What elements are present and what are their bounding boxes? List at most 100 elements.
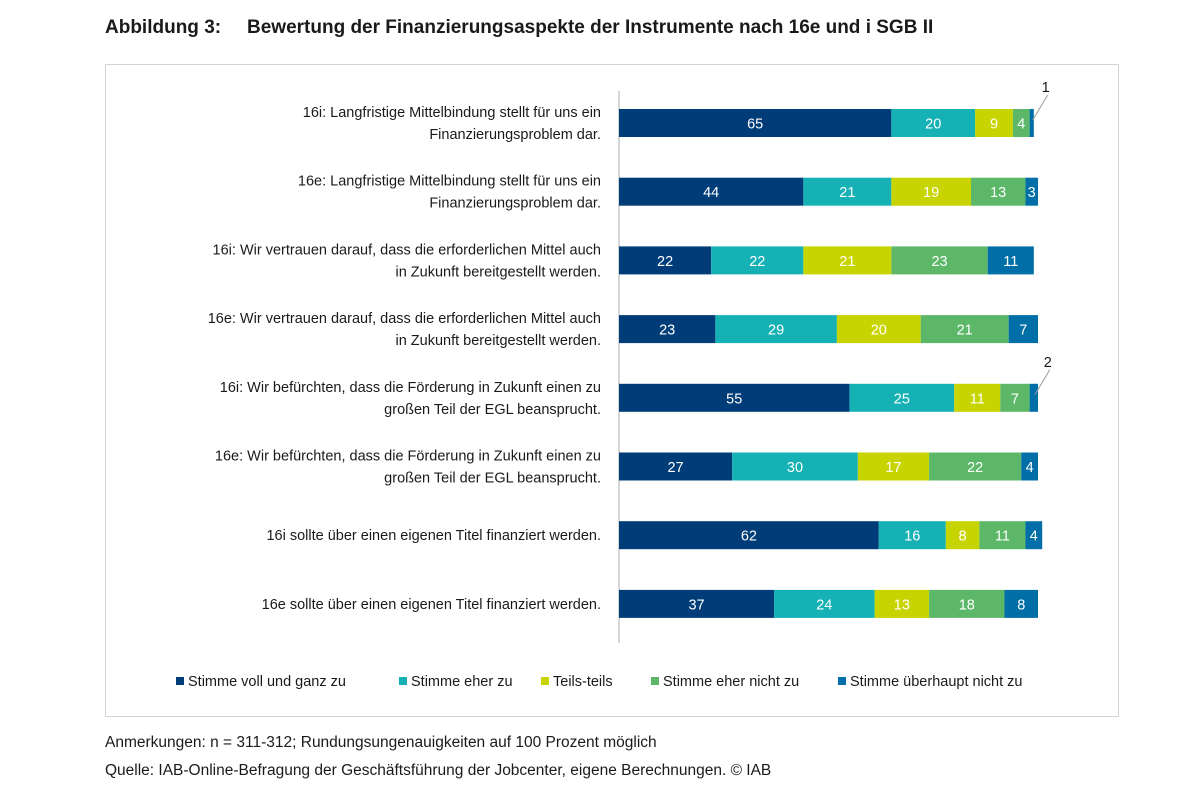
bar-segment [920,315,1009,344]
bar-segment [929,589,1005,618]
legend-swatch [176,677,184,685]
data-label: 22 [657,254,673,270]
category-label: in Zukunft bereitgestellt werden. [395,264,601,280]
legend-label: Stimme eher nicht zu [663,674,799,690]
bar-segment [836,315,921,344]
data-label: 7 [1019,323,1027,339]
bar-segment [1012,109,1030,137]
bar-segment [803,246,892,275]
chart-source: Quelle: IAB-Online-Befragung der Geschäf… [105,762,772,779]
data-label: 27 [667,460,683,476]
data-label: 8 [1017,597,1025,613]
bar-segment [619,452,733,481]
data-label: 30 [787,460,803,476]
bar-segment [619,246,712,275]
data-label: 37 [688,597,704,613]
bar-segment [891,109,976,137]
data-label: 4 [1017,117,1025,133]
data-label: 55 [726,391,742,407]
category-label: 16i: Wir vertrauen darauf, dass die erfo… [213,242,601,258]
bar-segment [1029,109,1034,137]
data-label: 21 [839,254,855,270]
data-label: 24 [816,597,832,613]
bar-segment [975,109,1013,137]
bar-segment [1025,521,1043,550]
chart-frame: 16i: Langfristige Mittelbindung stellt f… [105,64,1119,717]
bar-segment [619,521,879,550]
category-label: Finanzierungsproblem dar. [429,196,601,212]
category-label: in Zukunft bereitgestellt werden. [395,333,601,349]
bar-segment [1025,177,1038,206]
bar-segment [619,109,892,137]
data-label: 7 [1011,391,1019,407]
legend-label: Teils-teils [553,674,613,690]
data-label: 22 [967,460,983,476]
bar-segment [1021,452,1038,481]
bar-segment [849,383,955,412]
bar-segment [945,521,980,550]
legend-swatch [651,677,659,685]
bar-segment [1008,315,1038,344]
figure-title: Abbildung 3: Bewertung der Finanzierungsa… [105,17,933,39]
category-label: großen Teil der EGL beansprucht. [384,471,601,487]
stacked-bar-chart: 16i: Langfristige Mittelbindung stellt f… [176,80,1052,690]
bar-segment [1029,383,1038,412]
data-label: 29 [768,323,784,339]
category-label: großen Teil der EGL beansprucht. [384,402,601,418]
category-label: 16e: Wir vertrauen darauf, dass die erfo… [208,311,601,327]
bar-segment [619,383,850,412]
category-label: 16e sollte über einen eigenen Titel fina… [262,597,601,613]
data-label: 4 [1026,460,1034,476]
bar-segment [874,589,930,618]
data-label: 22 [749,254,765,270]
bar-segment [878,521,946,550]
bar-segment [711,246,804,275]
data-label: 23 [659,323,675,339]
data-label: 23 [931,254,947,270]
data-label: 11 [995,529,1010,545]
legend-swatch [838,677,846,685]
bar-segment [715,315,837,344]
figure-title-text: Bewertung der Finanzierungsaspekte der I… [247,17,934,38]
callout-leader-line [1034,369,1051,396]
data-label: 13 [990,185,1006,201]
bar-segment [857,452,930,481]
callout-leader-line [1032,94,1049,121]
data-label: 20 [925,117,941,133]
chart-note: Anmerkungen: n = 311-312; Rundungsungena… [105,734,657,751]
legend-swatch [399,677,407,685]
legend-label: Stimme eher zu [411,674,513,690]
callout-label: 2 [1044,355,1052,371]
data-label: 4 [1030,529,1038,545]
bar-segment [929,452,1022,481]
category-label: 16i: Wir befürchten, dass die Förderung … [220,380,601,396]
bar-segment [619,177,804,206]
category-label: 16i: Langfristige Mittelbindung stellt f… [303,105,601,121]
bar-segment [891,177,971,206]
data-label: 16 [904,529,920,545]
data-label: 18 [959,597,975,613]
data-label: 9 [990,117,998,133]
data-label: 44 [703,185,719,201]
bar-segment [979,521,1026,550]
bar-segment [803,177,892,206]
bar-segment [774,589,875,618]
data-label: 11 [1003,254,1018,270]
data-label: 25 [894,391,910,407]
data-label: 20 [871,323,887,339]
data-label: 21 [957,323,973,339]
bar-segment [1000,383,1030,412]
bar-segment [732,452,858,481]
data-label: 17 [885,460,901,476]
data-label: 8 [959,529,967,545]
data-label: 11 [970,391,985,407]
legend-swatch [541,677,549,685]
category-label: 16i sollte über einen eigenen Titel fina… [266,528,601,544]
legend-label: Stimme überhaupt nicht zu [850,674,1022,690]
category-label: 16e: Wir befürchten, dass die Förderung … [215,449,601,465]
legend-label: Stimme voll und ganz zu [188,674,346,690]
data-label: 13 [894,597,910,613]
category-label: 16e: Langfristige Mittelbindung stellt f… [298,174,601,190]
data-label: 62 [741,529,757,545]
figure-number: Abbildung 3: [105,17,222,38]
